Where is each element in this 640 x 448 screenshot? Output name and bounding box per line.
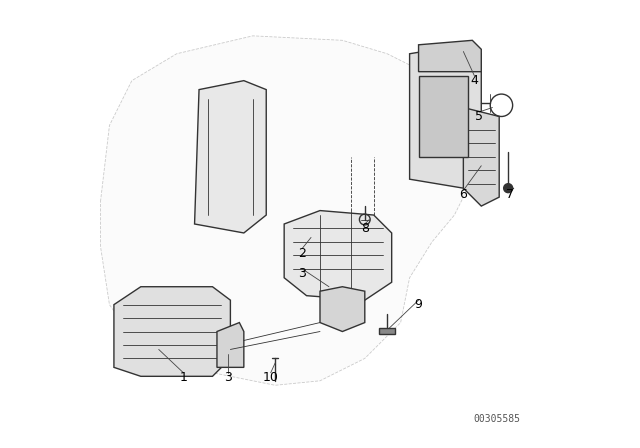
Bar (419, 76, 468, 157)
Text: 3: 3 (298, 267, 306, 280)
Polygon shape (410, 45, 481, 188)
Text: 00305585: 00305585 (474, 414, 520, 424)
Polygon shape (284, 211, 392, 300)
Polygon shape (379, 328, 396, 334)
Text: 9: 9 (415, 298, 422, 311)
Text: 7: 7 (506, 188, 515, 202)
Text: 6: 6 (460, 188, 467, 202)
Polygon shape (114, 287, 230, 376)
Polygon shape (463, 108, 499, 206)
Text: 8: 8 (361, 222, 369, 235)
Polygon shape (195, 81, 266, 233)
Polygon shape (320, 287, 365, 332)
Polygon shape (217, 323, 244, 367)
Text: 3: 3 (224, 370, 232, 384)
Polygon shape (100, 36, 472, 385)
Text: 4: 4 (470, 74, 479, 87)
Text: 2: 2 (298, 246, 306, 260)
Polygon shape (419, 40, 481, 72)
Text: 5: 5 (475, 110, 483, 123)
Text: 1: 1 (179, 370, 188, 384)
Text: 10: 10 (263, 370, 278, 384)
Circle shape (504, 184, 513, 193)
